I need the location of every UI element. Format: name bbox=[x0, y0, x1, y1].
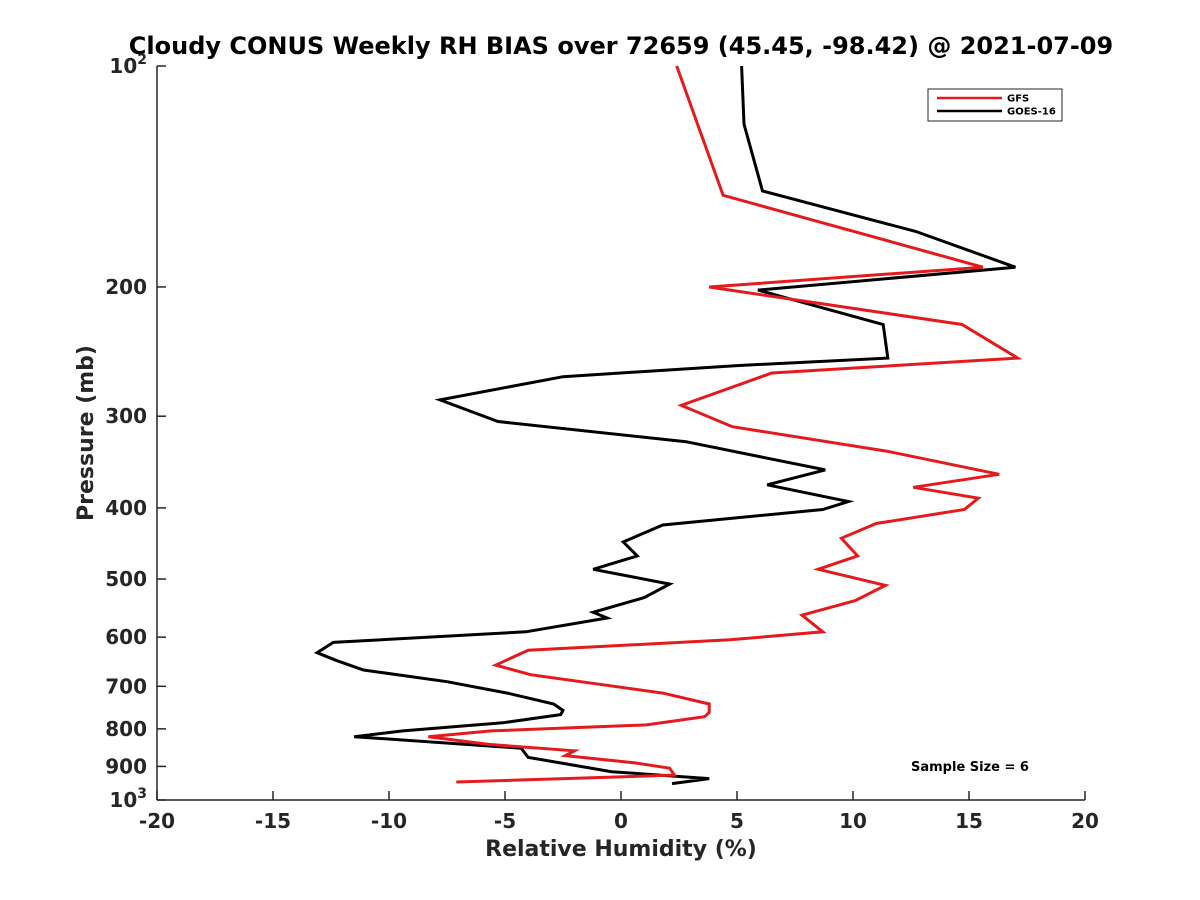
x-tick-label: -15 bbox=[255, 809, 291, 833]
x-axis-label: Relative Humidity (%) bbox=[485, 837, 757, 862]
x-tick-label: 15 bbox=[955, 809, 983, 833]
x-tick-label: -10 bbox=[371, 809, 407, 833]
y-tick-label: 103 bbox=[109, 786, 147, 812]
x-tick-label: -20 bbox=[139, 809, 175, 833]
series-line-gfs bbox=[428, 65, 1023, 784]
y-axis-ticks: 102 200 300 400 500 600 700 800 900 103 bbox=[105, 52, 166, 812]
x-tick-label: 10 bbox=[839, 809, 867, 833]
sample-size-annotation: Sample Size = 6 bbox=[911, 760, 1029, 775]
series-layer bbox=[313, 65, 1023, 786]
x-tick-label: 5 bbox=[730, 809, 744, 833]
x-tick-label: -5 bbox=[494, 809, 516, 833]
y-axis-label: Pressure (mb) bbox=[74, 345, 99, 521]
legend-label-gfs: GFS bbox=[1007, 94, 1029, 105]
y-tick-label: 300 bbox=[105, 404, 147, 428]
y-tick-label: 400 bbox=[105, 496, 147, 520]
y-tick-label: 800 bbox=[105, 717, 147, 741]
y-tick-label: 102 bbox=[109, 52, 147, 78]
legend-label-goes16: GOES-16 bbox=[1007, 107, 1056, 118]
y-tick-label: 500 bbox=[105, 567, 147, 591]
y-tick-label: 600 bbox=[105, 625, 147, 649]
x-tick-label: 0 bbox=[614, 809, 628, 833]
x-axis-ticks: -20 -15 -10 -5 0 5 10 15 20 bbox=[139, 791, 1099, 833]
y-tick-label: 700 bbox=[105, 674, 147, 698]
legend: GFS GOES-16 bbox=[927, 88, 1063, 122]
chart-title: Cloudy CONUS Weekly RH BIAS over 72659 (… bbox=[129, 32, 1113, 60]
y-tick-label: 200 bbox=[105, 275, 147, 299]
series-line-goes16 bbox=[313, 65, 1016, 786]
legend-box bbox=[927, 88, 1063, 122]
x-tick-label: 20 bbox=[1071, 809, 1099, 833]
y-tick-label: 900 bbox=[105, 754, 147, 778]
